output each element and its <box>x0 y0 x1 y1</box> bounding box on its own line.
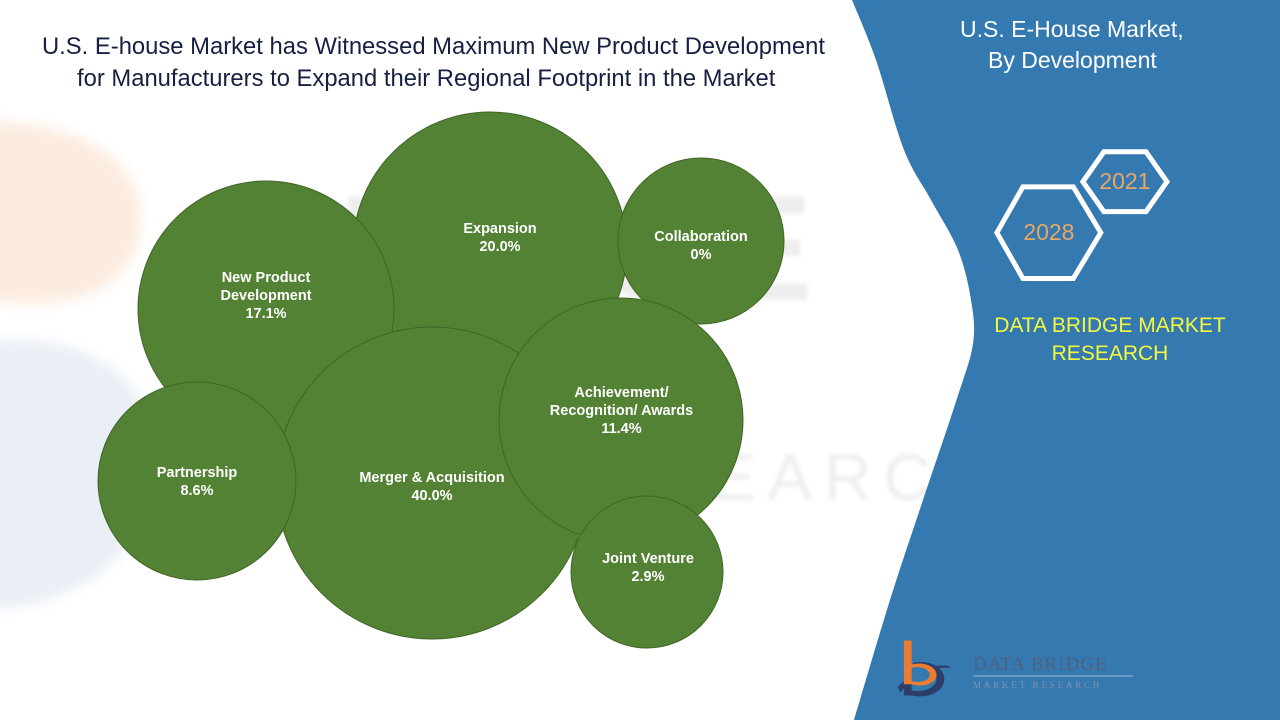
svg-text:2021: 2021 <box>1099 168 1150 194</box>
svg-text:2028: 2028 <box>1023 219 1074 245</box>
svg-text:DATA BRIDGE: DATA BRIDGE <box>973 654 1108 675</box>
svg-text:MARKET RESEARCH: MARKET RESEARCH <box>973 680 1102 690</box>
